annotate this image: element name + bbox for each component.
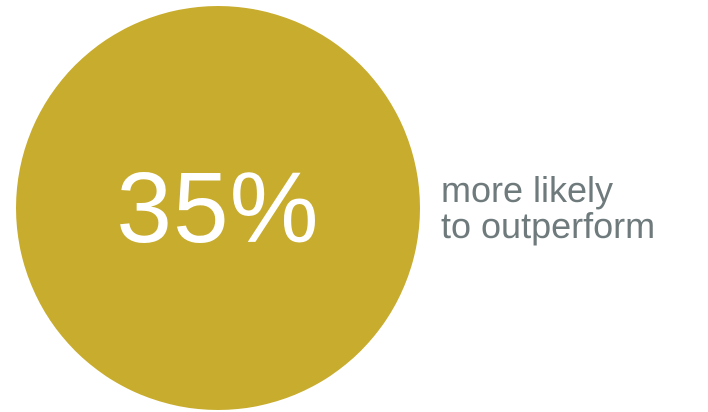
caption-line-1: more likely xyxy=(441,169,614,210)
stat-circle: 35% xyxy=(16,6,420,410)
stat-caption: more likely to outperform xyxy=(441,172,655,244)
stat-value: 35% xyxy=(116,152,320,264)
caption-line-2: to outperform xyxy=(441,205,656,246)
